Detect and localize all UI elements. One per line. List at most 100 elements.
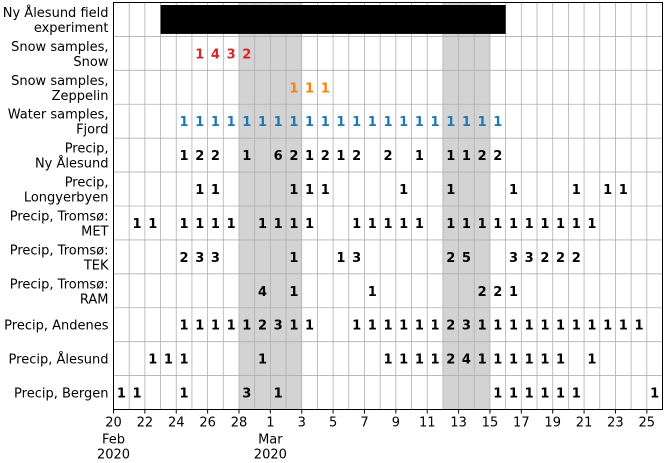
row-label-line: Snow samples, xyxy=(11,74,108,89)
cell-value: 3 xyxy=(352,251,361,266)
cell-value: 2 xyxy=(493,149,502,164)
cell-value: 1 xyxy=(556,353,565,368)
cell-value: 1 xyxy=(211,319,220,334)
cell-value: 1 xyxy=(572,319,581,334)
cell-value: 1 xyxy=(305,115,314,130)
cell-value: 1 xyxy=(603,183,612,198)
cell-value: 1 xyxy=(242,319,251,334)
cell-value: 1 xyxy=(195,115,204,130)
cell-value: 1 xyxy=(180,319,189,334)
cell-value: 1 xyxy=(274,387,283,402)
cell-values: 1 4 3 21 1 11 1 1 1 1 1 1 1 1 1 1 1 1 1 1 1 1 1 1 1 11 2 2 1 6 2 1 2 1 2 2 1… xyxy=(117,47,659,401)
cell-value: 1 xyxy=(525,217,534,232)
cell-value: 1 xyxy=(289,81,298,96)
cell-value: 1 xyxy=(478,353,487,368)
cell-value: 2 xyxy=(446,353,455,368)
cell-value: 1 xyxy=(305,217,314,232)
cell-value: 1 xyxy=(227,115,236,130)
row-label-line: RAM xyxy=(80,292,109,307)
cell-value: 1 xyxy=(195,319,204,334)
row-label-line: Precip, xyxy=(65,176,109,191)
row-label: Snow samples, Snow xyxy=(11,40,109,70)
x-tick-label: 3 xyxy=(298,416,306,431)
x-tick-sublabel: 2020 xyxy=(97,448,130,463)
cell-value: 1 xyxy=(305,183,314,198)
x-tick-label: 7 xyxy=(360,416,368,431)
row-label-line: Precip, Ålesund xyxy=(9,352,109,368)
cell-value: 1 xyxy=(525,319,534,334)
cell-value: 3 xyxy=(462,319,471,334)
cell-value: 1 xyxy=(383,319,392,334)
cell-value: 1 xyxy=(446,217,455,232)
row-label-line: experiment xyxy=(34,21,109,36)
cell-value: 1 xyxy=(509,319,518,334)
cell-value: 1 xyxy=(399,217,408,232)
cell-value: 1 xyxy=(493,217,502,232)
cell-value: 1 xyxy=(572,387,581,402)
cell-value: 1 xyxy=(556,319,565,334)
cell-value: 1 xyxy=(258,353,267,368)
row-label: Precip, Andenes xyxy=(4,319,109,334)
row-label: Precip, Tromsø: RAM xyxy=(10,277,109,307)
cell-value: 1 xyxy=(289,183,298,198)
cell-value: 4 xyxy=(211,47,220,62)
cell-value: 1 xyxy=(289,251,298,266)
cell-value: 1 xyxy=(148,353,157,368)
cell-value: 1 xyxy=(509,387,518,402)
plot-frame xyxy=(113,2,663,410)
cell-value: 1 xyxy=(274,115,283,130)
cell-value: 1 xyxy=(540,319,549,334)
cell-value: 1 xyxy=(540,217,549,232)
cell-value: 1 xyxy=(305,81,314,96)
cell-value: 2 xyxy=(180,251,189,266)
cell-value: 1 xyxy=(462,115,471,130)
cell-value: 2 xyxy=(478,285,487,300)
cell-value: 1 xyxy=(509,353,518,368)
row-label-line: Longyerbyen xyxy=(24,191,109,206)
cell-value: 1 xyxy=(383,115,392,130)
field-experiment-bar xyxy=(160,5,506,34)
cell-value: 1 xyxy=(493,115,502,130)
cell-value: 1 xyxy=(634,319,643,334)
row-label-line: TEK xyxy=(83,258,109,273)
cell-value: 1 xyxy=(540,353,549,368)
cell-value: 1 xyxy=(525,353,534,368)
cell-value: 1 xyxy=(415,217,424,232)
cell-value: 1 xyxy=(352,319,361,334)
cell-value: 1 xyxy=(509,285,518,300)
row-label-line: MET xyxy=(81,224,108,239)
cell-value: 1 xyxy=(493,387,502,402)
cell-value: 1 xyxy=(274,217,283,232)
cell-value: 1 xyxy=(431,319,440,334)
x-tick-label: 20 xyxy=(105,416,122,431)
cell-value: 1 xyxy=(180,149,189,164)
cell-value: 1 xyxy=(368,115,377,130)
cell-value: 2 xyxy=(540,251,549,266)
cell-value: 1 xyxy=(509,217,518,232)
x-tick-label: 26 xyxy=(199,416,216,431)
cell-value: 3 xyxy=(509,251,518,266)
x-tick-label: 28 xyxy=(231,416,248,431)
cell-value: 1 xyxy=(289,115,298,130)
cell-value: 1 xyxy=(587,217,596,232)
cell-value: 1 xyxy=(619,319,628,334)
cell-value: 2 xyxy=(289,149,298,164)
cell-value: 1 xyxy=(117,387,126,402)
cell-value: 1 xyxy=(368,217,377,232)
cell-value: 2 xyxy=(383,149,392,164)
cell-value: 1 xyxy=(446,115,455,130)
cell-value: 3 xyxy=(525,251,534,266)
cell-value: 1 xyxy=(133,217,142,232)
row-label: Snow samples, Zeppelin xyxy=(11,74,108,104)
cell-value: 1 xyxy=(164,353,173,368)
cell-value: 1 xyxy=(180,217,189,232)
cell-value: 1 xyxy=(321,183,330,198)
cell-value: 3 xyxy=(211,251,220,266)
cell-value: 1 xyxy=(289,285,298,300)
cell-value: 1 xyxy=(399,183,408,198)
x-tick-label: 9 xyxy=(392,416,400,431)
cell-value: 2 xyxy=(258,319,267,334)
x-tick-label: 1 xyxy=(266,416,274,431)
cell-value: 3 xyxy=(274,319,283,334)
